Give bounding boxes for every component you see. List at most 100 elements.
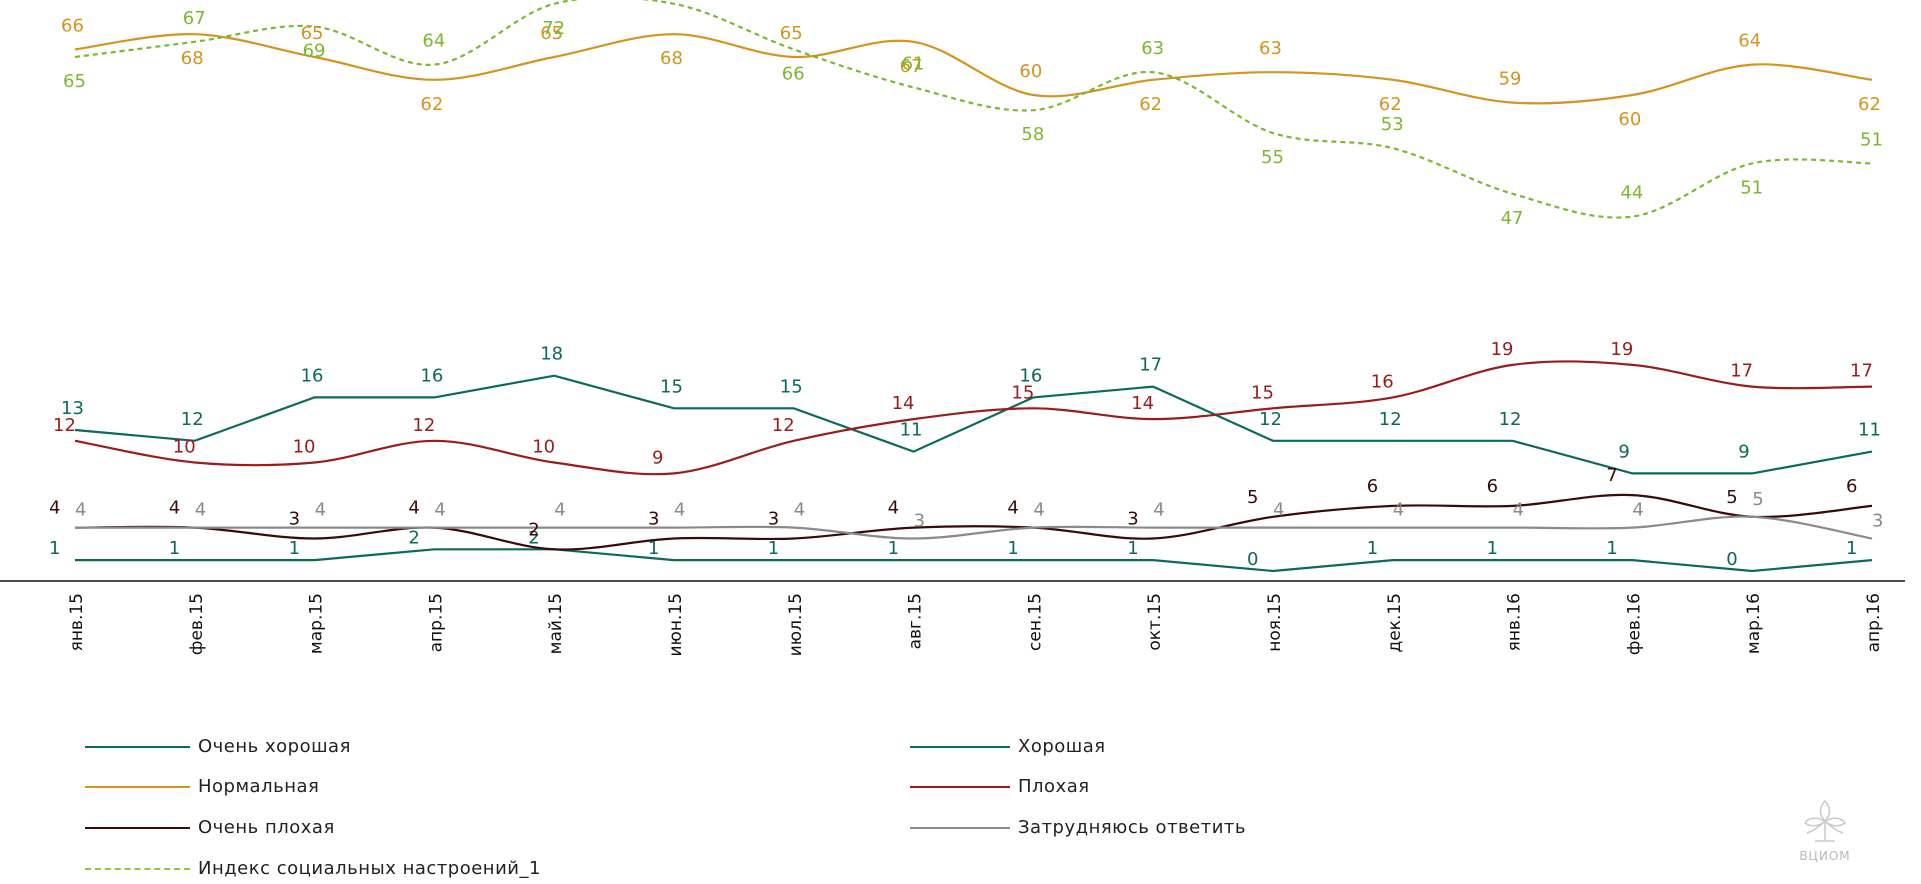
data-label-very_good: 0 [1247,549,1258,570]
data-label-good: 16 [420,365,443,386]
data-label-good: 16 [301,365,324,386]
series-line-good [74,374,1873,475]
data-label-index: 53 [1381,114,1404,135]
data-label-hard: 4 [674,500,685,521]
data-label-very_good: 1 [648,538,659,559]
data-label-good: 12 [181,409,204,430]
data-label-bad: 14 [892,393,915,414]
data-label-hard: 4 [554,500,565,521]
data-label-good: 15 [780,376,803,397]
data-label-index: 72 [542,18,565,39]
data-label-good: 15 [660,376,683,397]
x-tick-label: сен.15 [1025,593,1045,651]
data-label-very_good: 2 [408,527,419,548]
x-tick-label: май.15 [546,593,566,654]
data-label-very_good: 1 [1487,538,1498,559]
data-label-bad: 12 [412,415,435,436]
data-label-normal: 62 [1139,94,1162,115]
data-label-index: 55 [1261,147,1284,168]
data-label-hard: 4 [1393,500,1404,521]
data-label-bad: 15 [1011,382,1034,403]
data-label-bad: 16 [1371,371,1394,392]
data-label-very_bad: 5 [1726,487,1737,508]
data-label-index: 64 [422,31,445,52]
data-label-hard: 4 [315,500,326,521]
data-label-hard: 4 [75,500,86,521]
data-label-bad: 14 [1131,393,1154,414]
data-label-very_good: 0 [1726,549,1737,570]
data-label-good: 9 [1618,441,1629,462]
data-label-hard: 4 [794,500,805,521]
data-label-very_good: 2 [528,527,539,548]
data-label-normal: 59 [1499,69,1522,90]
logo-text: ВЦИОМ [1799,849,1851,863]
data-label-normal: 63 [1259,38,1282,59]
series-line-index [74,0,1873,219]
data-label-very_bad: 2 [528,519,539,540]
data-label-very_good: 1 [49,538,60,559]
data-label-normal: 62 [420,94,443,115]
data-label-hard: 3 [1872,510,1883,531]
x-tick-label: ноя.15 [1265,593,1285,652]
tree-logo-icon [1803,799,1847,842]
data-label-hard: 4 [1033,500,1044,521]
x-tick-label: окт.15 [1145,593,1165,651]
data-label-very_bad: 3 [1127,508,1138,529]
data-label-very_good: 1 [768,538,779,559]
data-label-index: 67 [183,8,206,29]
data-label-very_good: 1 [169,538,180,559]
data-label-very_good: 1 [1846,538,1857,559]
series-line-hard [74,515,1873,540]
data-label-bad: 12 [772,415,795,436]
data-label-very_bad: 4 [169,498,180,519]
data-label-index: 58 [1021,124,1044,145]
data-label-very_good: 1 [289,538,300,559]
data-label-hard: 4 [195,500,206,521]
x-tick-label: мар.16 [1744,593,1764,654]
data-label-normal: 64 [1738,31,1761,52]
data-label-bad: 10 [532,437,555,458]
data-label-very_bad: 7 [1606,465,1617,486]
data-label-good: 18 [540,344,563,365]
data-label-bad: 10 [173,437,196,458]
data-label-index: 51 [1860,129,1883,150]
data-label-hard: 5 [1752,489,1763,510]
data-label-very_good: 1 [1606,538,1617,559]
data-label-bad: 19 [1491,339,1514,360]
data-label-normal: 60 [1019,61,1042,82]
data-label-normal: 62 [1858,94,1881,115]
x-tick-label: янв.15 [67,593,87,651]
data-label-hard: 4 [434,500,445,521]
data-label-good: 12 [1259,409,1282,430]
data-label-normal: 66 [61,15,84,36]
data-label-normal: 65 [301,23,324,44]
data-label-normal: 68 [660,48,683,69]
data-label-hard: 4 [1513,500,1524,521]
data-label-index: 65 [63,71,86,92]
data-label-bad: 17 [1850,361,1873,382]
data-label-very_bad: 6 [1846,476,1857,497]
x-tick-label: дек.15 [1385,593,1405,653]
data-label-good: 11 [900,420,923,441]
data-label-hard: 4 [1153,500,1164,521]
x-tick-label: апр.16 [1864,593,1884,652]
data-label-very_bad: 5 [1247,487,1258,508]
data-label-bad: 19 [1610,339,1633,360]
data-label-very_good: 1 [1127,538,1138,559]
data-label-index: 69 [303,41,326,62]
x-tick-label: мар.15 [307,593,327,654]
data-label-very_bad: 4 [49,498,60,519]
data-label-very_good: 1 [888,538,899,559]
data-label-index: 66 [782,63,805,84]
data-label-normal: 62 [1379,94,1402,115]
x-tick-label: авг.15 [906,593,926,649]
series-line-very_good [75,548,1873,573]
data-label-bad: 15 [1251,382,1274,403]
series-line-bad [74,360,1873,476]
x-tick-label: апр.15 [426,593,446,652]
x-tick-label: фев.15 [187,593,207,655]
data-label-very_bad: 4 [408,498,419,519]
data-label-bad: 17 [1730,361,1753,382]
